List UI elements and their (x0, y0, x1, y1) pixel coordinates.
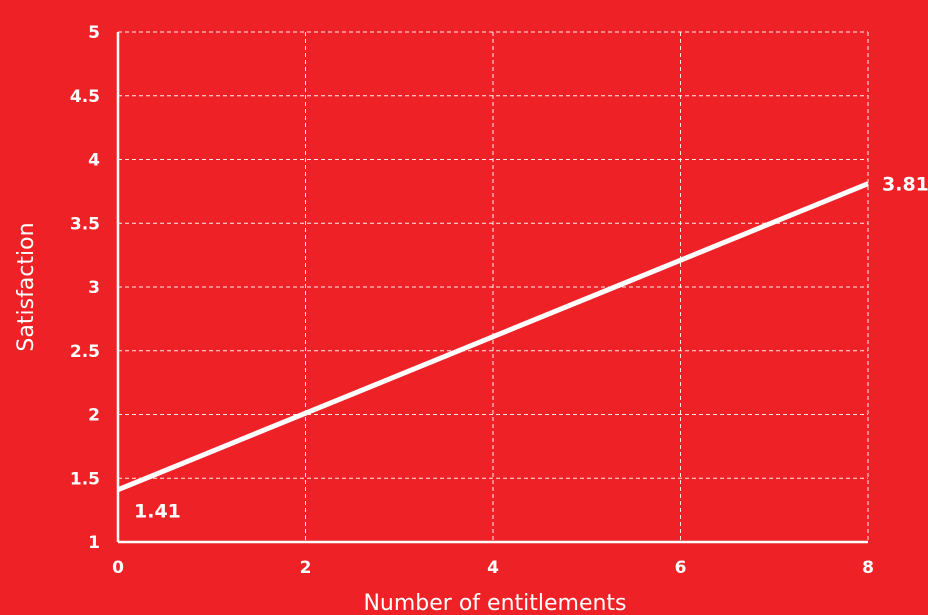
y-tick-label: 5 (88, 23, 100, 43)
x-tick-label: 6 (675, 558, 687, 578)
x-tick-label: 0 (112, 558, 124, 578)
data-label: 3.81 (882, 174, 928, 196)
x-tick-label: 8 (862, 558, 874, 578)
y-axis-title: Satisfaction (14, 222, 39, 351)
data-labels: 1.41 3.81 (134, 174, 928, 523)
y-tick-label: 4 (88, 151, 100, 171)
y-tick-label: 4.5 (70, 87, 100, 107)
y-tick-label: 1.5 (70, 469, 100, 489)
x-tick-label: 2 (300, 558, 312, 578)
x-axis-title: Number of entitlements (363, 591, 626, 615)
tick-labels: 1 1.5 2 2.5 3 3.5 4 4.5 5 0 2 4 6 8 (70, 23, 874, 578)
y-tick-label: 2.5 (70, 342, 100, 362)
x-tick-label: 4 (487, 558, 499, 578)
y-tick-label: 2 (88, 406, 100, 426)
data-label: 1.41 (134, 501, 181, 523)
axes (116, 32, 868, 544)
y-tick-label: 1 (88, 533, 100, 553)
grid-lines (118, 31, 869, 542)
y-tick-label: 3.5 (70, 214, 100, 234)
series-line (117, 181, 869, 493)
y-tick-label: 3 (88, 278, 100, 298)
series-group (117, 181, 869, 493)
